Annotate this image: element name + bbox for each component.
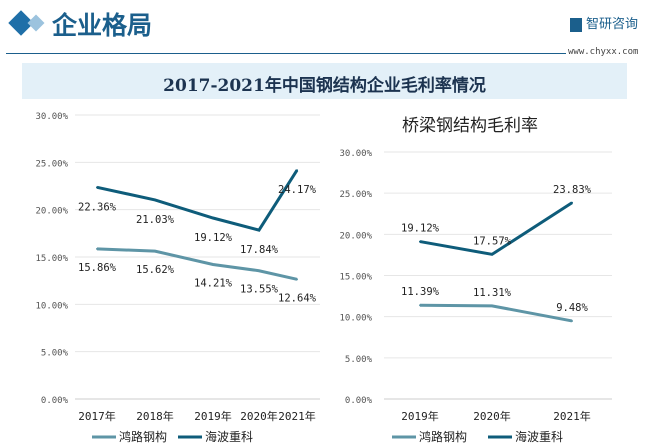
data-label: 13.55% bbox=[240, 284, 279, 296]
chart-title: 桥梁钢结构毛利率 bbox=[402, 116, 538, 136]
data-point bbox=[258, 229, 260, 232]
data-point bbox=[571, 201, 573, 204]
y-tick-label: 5.00% bbox=[345, 355, 373, 365]
main-title: 2017-2021年中国钢结构企业毛利率情况 bbox=[163, 76, 486, 96]
y-tick-label: 20.00% bbox=[339, 231, 372, 241]
y-tick-label: 0.00% bbox=[41, 396, 69, 406]
legend-label: 海波重科 bbox=[515, 429, 563, 444]
data-label: 15.62% bbox=[136, 264, 175, 276]
x-tick-label: 2020年 bbox=[240, 409, 278, 423]
data-label: 15.86% bbox=[78, 262, 117, 274]
y-tick-label: 25.00% bbox=[35, 159, 68, 169]
data-point bbox=[96, 247, 98, 250]
y-tick-label: 25.00% bbox=[339, 190, 372, 200]
y-tick-label: 5.00% bbox=[41, 349, 69, 359]
x-tick-label: 2019年 bbox=[401, 409, 439, 423]
series-line bbox=[96, 169, 299, 232]
data-point bbox=[419, 240, 421, 243]
logo: 智研咨询 bbox=[570, 13, 638, 32]
data-point bbox=[212, 263, 214, 266]
legend-label: 鸿路钢构 bbox=[419, 429, 467, 444]
data-label: 19.12% bbox=[194, 232, 233, 244]
data-point bbox=[96, 186, 98, 189]
y-tick-label: 30.00% bbox=[339, 149, 372, 159]
data-label: 19.12% bbox=[401, 223, 440, 235]
data-point bbox=[258, 269, 260, 272]
section-title: 企业格局 bbox=[52, 11, 153, 40]
data-point bbox=[491, 253, 493, 256]
title-band: 2017-2021年中国钢结构企业毛利率情况 bbox=[22, 63, 627, 99]
data-label: 24.17% bbox=[278, 184, 317, 196]
y-tick-label: 10.00% bbox=[339, 314, 372, 324]
data-label: 21.03% bbox=[136, 214, 175, 226]
logo-icon bbox=[570, 17, 582, 32]
legend-label: 鸿路钢构 bbox=[119, 429, 167, 444]
x-tick-label: 2020年 bbox=[473, 409, 511, 423]
x-tick-label: 2021年 bbox=[278, 409, 316, 423]
data-point bbox=[154, 198, 156, 201]
data-point bbox=[296, 278, 298, 281]
data-point bbox=[571, 319, 573, 322]
y-tick-label: 15.00% bbox=[339, 273, 372, 283]
x-tick-label: 2017年 bbox=[78, 409, 116, 423]
data-label: 11.31% bbox=[473, 287, 512, 299]
y-tick-label: 30.00% bbox=[35, 112, 68, 122]
y-tick-label: 15.00% bbox=[35, 254, 68, 264]
data-label: 23.83% bbox=[553, 184, 592, 196]
url-text: www.chyxx.com bbox=[568, 47, 639, 57]
data-label: 12.64% bbox=[278, 292, 317, 304]
data-label: 11.39% bbox=[401, 286, 440, 298]
y-tick-label: 10.00% bbox=[35, 301, 68, 311]
data-label: 9.48% bbox=[556, 302, 588, 314]
x-tick-label: 2019年 bbox=[194, 409, 232, 423]
data-label: 14.21% bbox=[194, 277, 233, 289]
data-point bbox=[419, 304, 421, 307]
data-point bbox=[212, 216, 214, 219]
divider bbox=[6, 53, 566, 54]
x-tick-label: 2018年 bbox=[136, 409, 174, 423]
y-tick-label: 20.00% bbox=[35, 207, 68, 217]
data-point bbox=[491, 304, 493, 307]
logo-text: 智研咨询 bbox=[586, 17, 639, 32]
data-label: 17.84% bbox=[240, 244, 279, 256]
data-label: 17.57% bbox=[473, 235, 512, 247]
data-point bbox=[154, 250, 156, 253]
y-tick-label: 0.00% bbox=[345, 396, 373, 406]
data-point bbox=[296, 169, 298, 172]
series-line bbox=[419, 303, 573, 323]
legend-label: 海波重科 bbox=[205, 429, 253, 444]
data-label: 22.36% bbox=[78, 201, 117, 213]
x-tick-label: 2021年 bbox=[553, 409, 591, 423]
